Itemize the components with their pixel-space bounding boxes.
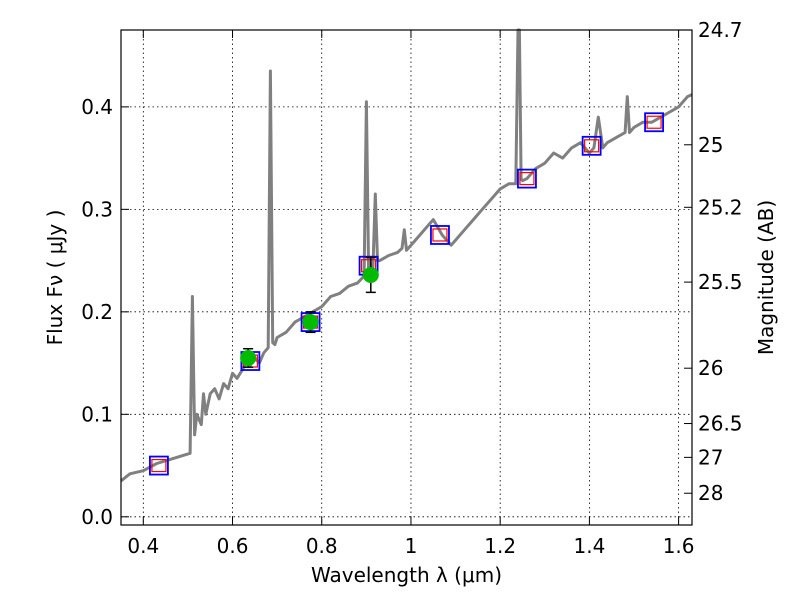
model-box — [581, 135, 602, 156]
x-axis-label: Wavelength λ (μm) — [311, 563, 502, 587]
right-tick-label: 27 — [698, 445, 723, 469]
x-tick-label: 0.4 — [127, 534, 159, 558]
model-box-inner — [519, 172, 535, 186]
x-tick-label: 1.4 — [573, 534, 605, 558]
model-box-inner — [432, 228, 448, 242]
observed-point — [240, 349, 257, 366]
y-tick-label: 0.4 — [81, 95, 113, 119]
x-tick-label: 1.6 — [663, 534, 695, 558]
right-tick-label: 25 — [698, 133, 723, 157]
y-tick-label: 0.2 — [81, 300, 113, 324]
right-tick-label: 28 — [698, 481, 723, 505]
model-box-inner — [151, 458, 167, 473]
observed-point-series — [240, 256, 379, 368]
observed-point — [362, 266, 379, 283]
model-box-inner — [584, 139, 600, 153]
grid — [121, 30, 692, 525]
sed-line-series — [120, 28, 693, 483]
y-axis-label: Flux Fν ( μJy ) — [43, 210, 67, 346]
right-tick-label: 26.5 — [698, 412, 743, 436]
sed-line — [120, 28, 693, 483]
right-tick-label: 24.7 — [698, 18, 743, 42]
model-box — [644, 112, 664, 133]
model-box-series — [149, 112, 664, 476]
x-tick-label: 1 — [405, 534, 418, 558]
right-tick-label: 25.5 — [698, 270, 743, 294]
y-tick-label: 0.0 — [81, 505, 113, 529]
right-tick-label: 26 — [698, 356, 723, 380]
model-box — [430, 225, 450, 245]
plot-frame — [120, 29, 693, 526]
x-tick-label: 1.2 — [484, 534, 516, 558]
y-axis-label-right: Magnitude (AB) — [754, 200, 778, 355]
x-tick-label: 0.6 — [217, 534, 249, 558]
model-box — [149, 455, 169, 476]
axis-ticks: 0.4 0.6 0.8 1 1.2 1.4 1.6 0.0 0.1 0.2 0.3 0.4 24.7 25… — [81, 18, 742, 558]
y-tick-label: 0.1 — [81, 402, 113, 426]
y-tick-label: 0.3 — [81, 197, 113, 221]
x-tick-label: 0.8 — [306, 534, 338, 558]
observed-point — [302, 314, 319, 331]
model-box — [517, 168, 537, 189]
model-box-inner — [646, 115, 662, 129]
right-tick-label: 25.2 — [698, 195, 743, 219]
